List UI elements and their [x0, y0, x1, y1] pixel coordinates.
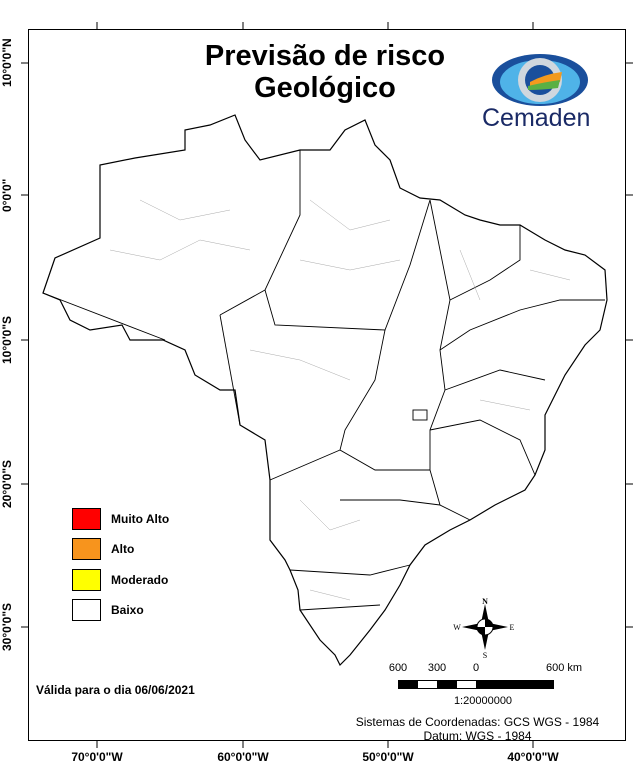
- scale-label: 0: [472, 662, 480, 674]
- lon-label: 70°0'0"W: [71, 750, 123, 764]
- legend-label: Alto: [111, 542, 135, 556]
- municipal-borders: [109, 199, 571, 601]
- state-borders: [42, 150, 605, 611]
- datum: Datum: WGS - 1984: [423, 729, 532, 743]
- lon-label: 50°0'0"W: [362, 750, 414, 764]
- legend-swatch: [72, 508, 101, 530]
- legend-item-baixo: Baixo: [72, 599, 144, 621]
- legend-item-alto: Alto: [72, 538, 134, 560]
- legend-item-moderado: Moderado: [72, 569, 168, 591]
- title-line-2: Geológico: [254, 72, 396, 104]
- map-frame: [28, 29, 626, 741]
- svg-text:W: W: [453, 623, 461, 632]
- legend-item-muito-alto: Muito Alto: [72, 508, 169, 530]
- brazil-outline: [42, 114, 608, 667]
- north-arrow-icon: N S W E: [453, 597, 515, 658]
- lon-label: 40°0'0"W: [507, 750, 559, 764]
- map-title: Previsão de risco Geológico: [180, 40, 470, 104]
- scale-label: 600 km: [545, 662, 583, 674]
- legend-label: Muito Alto: [111, 512, 170, 526]
- coordinate-system: Sistemas de Coordenadas: GCS WGS - 1984: [355, 715, 600, 729]
- scale-label: 600: [388, 662, 408, 674]
- scale-label: 300: [427, 662, 447, 674]
- title-line-1: Previsão de risco: [204, 40, 446, 72]
- svg-text:E: E: [510, 623, 515, 632]
- legend-swatch: [72, 538, 101, 560]
- svg-text:S: S: [483, 651, 487, 658]
- scale-ratio: 1:20000000: [453, 695, 513, 707]
- svg-text:N: N: [482, 597, 488, 606]
- logo-text: Cemaden: [482, 104, 591, 132]
- scale-bar: [398, 680, 554, 689]
- lon-label: 60°0'0"W: [217, 750, 269, 764]
- valid-date: Válida para o dia 06/06/2021: [36, 683, 195, 697]
- legend-swatch: [72, 569, 101, 591]
- cemaden-logo-icon: [492, 54, 588, 106]
- legend-label: Moderado: [111, 573, 169, 587]
- legend-swatch: [72, 599, 101, 621]
- legend-label: Baixo: [111, 603, 144, 617]
